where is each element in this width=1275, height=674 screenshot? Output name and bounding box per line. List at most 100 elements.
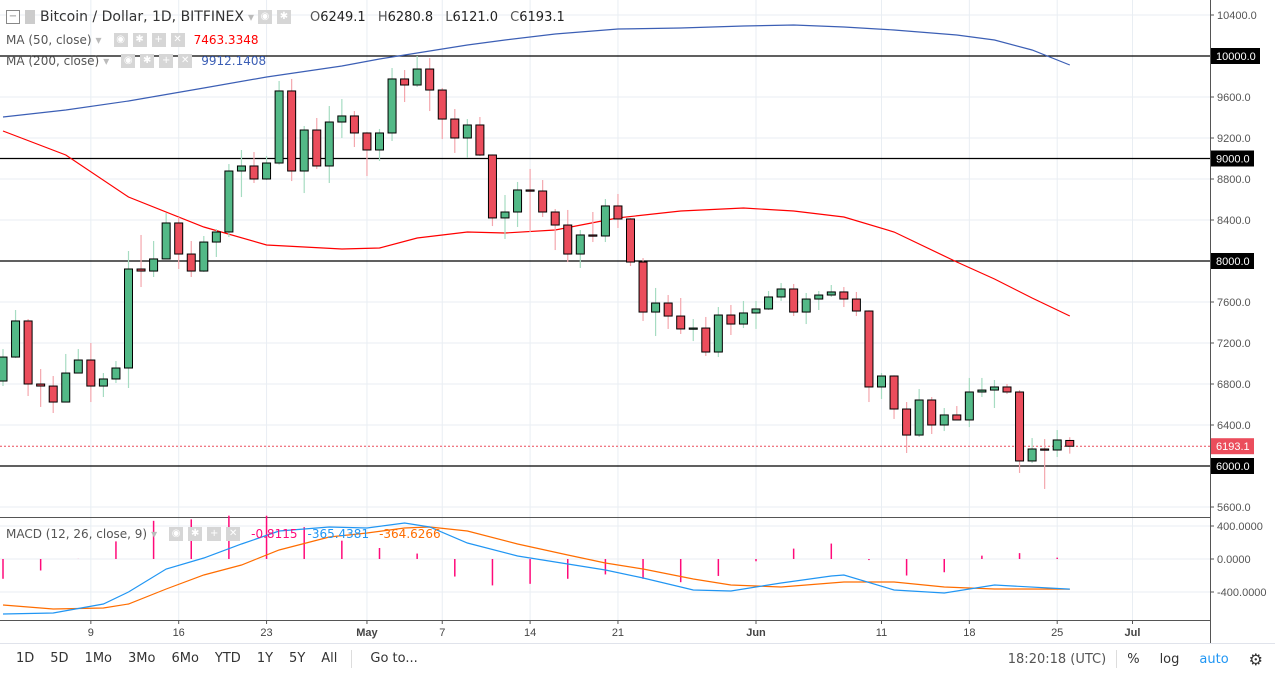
candle: [136, 234, 146, 288]
candle-body: [688, 327, 698, 330]
candle-body: [575, 234, 585, 255]
candle-body: [952, 414, 962, 421]
candle: [124, 250, 133, 388]
close-icon[interactable]: ✕: [178, 54, 193, 68]
visibility-icon[interactable]: ◉: [257, 10, 272, 24]
candle: [98, 373, 108, 398]
candle: [11, 309, 21, 359]
settings-gear-icon[interactable]: ⚙: [1248, 649, 1263, 669]
candle: [362, 131, 372, 177]
macd-hist-value: -0.8115: [251, 527, 298, 541]
candle: [676, 298, 686, 334]
range-ytd[interactable]: YTD: [214, 651, 241, 666]
clock[interactable]: 18:20:18 (UTC): [1007, 651, 1107, 667]
candle: [776, 283, 786, 301]
visibility-icon[interactable]: ◉: [113, 33, 128, 47]
ma50-label[interactable]: MA (50, close): [6, 33, 92, 47]
auto-toggle[interactable]: auto: [1199, 651, 1229, 667]
candle: [337, 99, 347, 138]
candle-body: [11, 320, 21, 358]
price-chart[interactable]: 10400.0 9600.0 9200.0 8800.0 8400.0 7600.0 720…: [0, 0, 1275, 643]
price-tick-label: 8400.0: [1217, 215, 1251, 227]
chevron-down-icon[interactable]: ▾: [103, 54, 110, 68]
candle: [713, 307, 723, 358]
candle: [186, 241, 196, 277]
range-3mo[interactable]: 3Mo: [128, 651, 156, 666]
visibility-icon[interactable]: ◉: [169, 527, 184, 541]
time-tick-label: 25: [1051, 627, 1063, 639]
last-price-label: 6193.1: [1216, 441, 1250, 453]
candle: [86, 343, 96, 403]
range-all[interactable]: All: [321, 651, 338, 666]
chevron-down-icon[interactable]: ▾: [247, 10, 254, 24]
range-1d[interactable]: 1D: [16, 651, 35, 666]
candle: [889, 375, 899, 419]
candle: [174, 217, 184, 269]
ma50-value: 7463.3348: [193, 33, 259, 47]
time-tick-label: 16: [173, 627, 185, 639]
flag-icon[interactable]: [25, 10, 35, 24]
log-toggle[interactable]: log: [1159, 651, 1180, 667]
gear-icon[interactable]: ✱: [132, 33, 147, 47]
time-tick-label: 7: [439, 627, 445, 639]
plus-icon[interactable]: +: [151, 33, 166, 47]
candle-body: [914, 399, 924, 436]
range-6mo[interactable]: 6Mo: [171, 651, 199, 666]
candle: [789, 283, 799, 317]
candle-body: [136, 268, 146, 272]
candle-body: [462, 124, 472, 139]
range-5d[interactable]: 5D: [50, 651, 69, 666]
gear-icon[interactable]: ✱: [276, 10, 291, 24]
candle: [1027, 438, 1037, 464]
range-1y[interactable]: 1Y: [256, 651, 274, 666]
plus-icon[interactable]: +: [159, 54, 174, 68]
visibility-icon[interactable]: ◉: [121, 54, 136, 68]
macd-label[interactable]: MACD (12, 26, close, 9): [6, 527, 148, 541]
close-icon[interactable]: ✕: [170, 33, 185, 47]
close-icon[interactable]: ✕: [226, 527, 241, 541]
ma200-label[interactable]: MA (200, close): [6, 54, 100, 68]
candle: [851, 291, 861, 317]
range-5y[interactable]: 5Y: [289, 651, 306, 666]
candle: [525, 168, 535, 232]
candle: [236, 149, 246, 198]
candle-body: [1027, 448, 1037, 462]
candle-body: [889, 375, 899, 410]
candle: [61, 353, 71, 403]
candle-body: [701, 327, 711, 353]
percent-toggle[interactable]: %: [1127, 651, 1140, 667]
candle: [613, 193, 623, 228]
candle: [563, 209, 573, 263]
chevron-down-icon[interactable]: ▾: [151, 527, 158, 541]
level-label: 10000.0: [1216, 51, 1256, 63]
candle-body: [73, 359, 83, 374]
candle: [826, 284, 836, 297]
candle: [751, 300, 761, 329]
candle: [839, 287, 849, 308]
candle: [412, 56, 422, 87]
collapse-icon[interactable]: −: [6, 10, 20, 24]
goto-button[interactable]: Go to...: [370, 651, 418, 666]
candle-body: [149, 258, 159, 272]
candle-body: [400, 78, 410, 86]
candle: [1002, 384, 1012, 395]
candle-body: [1065, 439, 1075, 447]
plus-icon[interactable]: +: [207, 527, 222, 541]
candle-body: [513, 189, 523, 213]
range-1mo[interactable]: 1Mo: [84, 651, 113, 666]
candle: [651, 287, 661, 337]
candle: [475, 116, 485, 157]
ma200-legend: MA (200, close) ▾ ◉ ✱ + ✕ 9912.1408: [6, 54, 266, 68]
symbol-title[interactable]: Bitcoin / Dollar, 1D, BITFINEX: [40, 9, 244, 25]
chevron-down-icon[interactable]: ▾: [95, 33, 102, 47]
candle: [588, 212, 598, 243]
candle-body: [676, 315, 686, 330]
macd-line-value: -365.4381: [307, 527, 370, 541]
price-tick-label: 10400.0: [1217, 10, 1257, 22]
gear-icon[interactable]: ✱: [188, 527, 203, 541]
candle-body: [0, 356, 8, 382]
candle-body: [98, 378, 108, 387]
candle-body: [86, 359, 96, 387]
gear-icon[interactable]: ✱: [140, 54, 155, 68]
symbol-legend: − Bitcoin / Dollar, 1D, BITFINEX ▾ ◉ ✱ O6…: [6, 9, 565, 25]
